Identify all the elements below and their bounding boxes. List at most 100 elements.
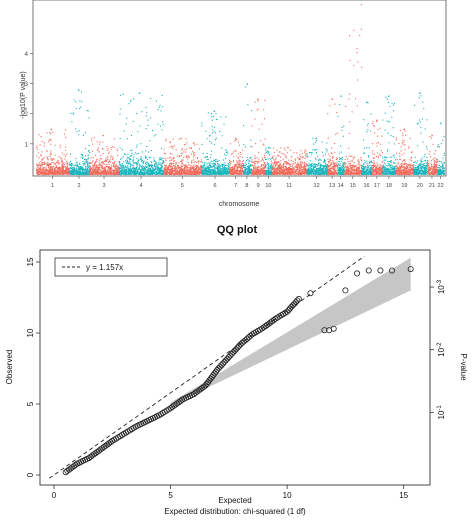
manhattan-point bbox=[165, 170, 167, 172]
manhattan-point bbox=[195, 173, 197, 175]
manhattan-point bbox=[153, 159, 155, 161]
manhattan-point bbox=[66, 168, 68, 170]
manhattan-point bbox=[37, 170, 39, 172]
manhattan-point bbox=[74, 171, 76, 173]
manhattan-point bbox=[171, 171, 173, 173]
manhattan-point bbox=[51, 153, 53, 155]
manhattan-point bbox=[250, 172, 252, 174]
manhattan-point bbox=[107, 148, 109, 150]
manhattan-point bbox=[121, 168, 123, 170]
manhattan-point bbox=[51, 171, 53, 173]
manhattan-point bbox=[141, 172, 143, 174]
manhattan-point bbox=[51, 169, 53, 171]
manhattan-point bbox=[127, 173, 129, 175]
manhattan-point bbox=[264, 170, 266, 172]
manhattan-point bbox=[101, 167, 103, 169]
manhattan-point bbox=[170, 170, 172, 172]
manhattan-point bbox=[216, 165, 218, 167]
manhattan-point bbox=[55, 173, 57, 175]
manhattan-point bbox=[209, 140, 211, 142]
manhattan-point bbox=[107, 166, 109, 168]
manhattan-point bbox=[130, 150, 132, 152]
manhattan-point bbox=[86, 159, 88, 161]
manhattan-point bbox=[246, 168, 248, 170]
manhattan-point bbox=[165, 167, 167, 169]
manhattan-point bbox=[170, 164, 172, 166]
manhattan-point bbox=[169, 160, 171, 162]
manhattan-point bbox=[230, 169, 232, 171]
manhattan-point bbox=[156, 169, 158, 171]
manhattan-point bbox=[157, 172, 159, 174]
manhattan-point bbox=[314, 149, 316, 151]
manhattan-point bbox=[230, 168, 232, 170]
manhattan-point bbox=[63, 170, 65, 172]
manhattan-point bbox=[265, 171, 267, 173]
manhattan-point bbox=[36, 145, 38, 147]
manhattan-point bbox=[179, 167, 181, 169]
manhattan-point bbox=[296, 166, 298, 168]
manhattan-point bbox=[234, 165, 236, 167]
manhattan-point bbox=[126, 161, 128, 163]
manhattan-point bbox=[139, 173, 141, 175]
manhattan-point bbox=[96, 173, 98, 175]
manhattan-point bbox=[315, 159, 317, 161]
manhattan-point bbox=[196, 157, 198, 159]
manhattan-point bbox=[118, 172, 120, 174]
manhattan-point bbox=[66, 172, 68, 174]
manhattan-point bbox=[254, 162, 256, 164]
manhattan-point bbox=[139, 125, 141, 127]
manhattan-point bbox=[276, 162, 278, 164]
manhattan-point bbox=[204, 156, 206, 158]
manhattan-point bbox=[50, 169, 52, 171]
manhattan-point bbox=[48, 163, 50, 165]
manhattan-point bbox=[257, 161, 259, 163]
manhattan-point bbox=[189, 173, 191, 175]
manhattan-point bbox=[300, 162, 302, 164]
manhattan-point bbox=[181, 160, 183, 162]
manhattan-point bbox=[161, 173, 163, 175]
manhattan-point bbox=[94, 166, 96, 168]
manhattan-point bbox=[165, 140, 167, 142]
manhattan-point bbox=[226, 167, 228, 169]
manhattan-point bbox=[175, 167, 177, 169]
manhattan-point bbox=[113, 169, 115, 171]
manhattan-point bbox=[172, 146, 174, 148]
manhattan-point bbox=[150, 173, 152, 175]
manhattan-point bbox=[51, 166, 53, 168]
manhattan-point bbox=[218, 173, 220, 175]
manhattan-point bbox=[122, 166, 124, 168]
manhattan-point bbox=[146, 161, 148, 163]
manhattan-peak-point bbox=[138, 92, 141, 94]
manhattan-point bbox=[287, 173, 289, 175]
manhattan-point bbox=[177, 168, 179, 170]
manhattan-point bbox=[212, 170, 214, 172]
manhattan-point bbox=[140, 173, 142, 175]
manhattan-point bbox=[86, 109, 88, 111]
manhattan-point bbox=[133, 162, 135, 164]
manhattan-point bbox=[121, 169, 123, 171]
manhattan-point bbox=[267, 170, 269, 172]
manhattan-point bbox=[278, 165, 280, 167]
manhattan-point bbox=[168, 172, 170, 174]
manhattan-point bbox=[86, 165, 88, 167]
manhattan-point bbox=[148, 168, 150, 170]
manhattan-point bbox=[174, 169, 176, 171]
manhattan-point bbox=[134, 162, 136, 164]
manhattan-point bbox=[214, 164, 216, 166]
manhattan-point bbox=[126, 173, 128, 175]
manhattan-point bbox=[136, 162, 138, 164]
manhattan-point bbox=[222, 165, 224, 167]
manhattan-point bbox=[79, 168, 81, 170]
manhattan-point bbox=[181, 171, 183, 173]
manhattan-point bbox=[47, 163, 49, 165]
manhattan-point bbox=[290, 172, 292, 174]
manhattan-point bbox=[275, 173, 277, 175]
manhattan-point bbox=[84, 171, 86, 173]
manhattan-point bbox=[169, 166, 171, 168]
manhattan-point bbox=[45, 172, 47, 174]
manhattan-point bbox=[298, 174, 300, 176]
manhattan-point bbox=[105, 168, 107, 170]
manhattan-point bbox=[264, 164, 266, 166]
manhattan-point bbox=[289, 163, 291, 165]
manhattan-point bbox=[123, 165, 125, 167]
